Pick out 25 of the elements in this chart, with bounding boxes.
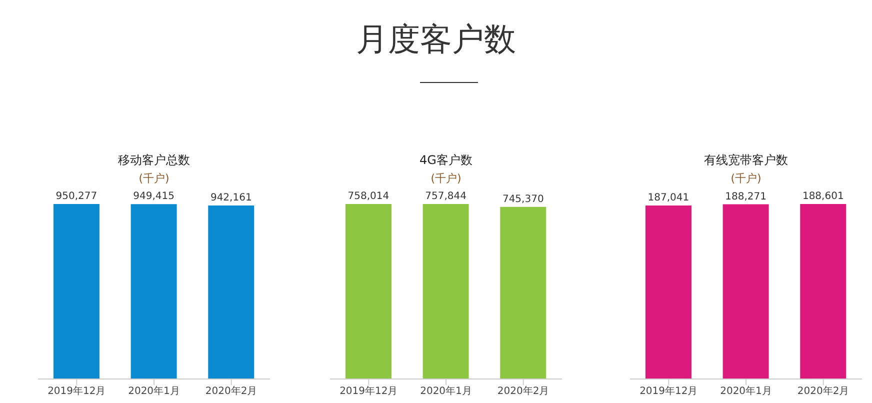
x-tick-label: 2020年1月 xyxy=(720,385,772,398)
data-label: 942,161 xyxy=(210,192,252,204)
x-tick-label: 2019年12月 xyxy=(340,385,398,398)
data-label: 949,415 xyxy=(133,191,174,202)
x-tick-label: 2020年2月 xyxy=(497,385,550,398)
chart-title: 4G客户数 xyxy=(418,152,474,169)
data-label: 188,601 xyxy=(802,191,844,202)
chart-title: 有线宽带客户数 xyxy=(703,152,789,169)
chart-subtitle: (千户) xyxy=(430,171,462,186)
data-label: 187,041 xyxy=(648,192,690,204)
data-label: 757,844 xyxy=(425,191,466,202)
chart-subtitle: (千户) xyxy=(730,171,762,186)
text: 月度客户数 xyxy=(355,19,517,60)
data-label: 188,271 xyxy=(725,191,766,202)
x-tick-label: 2019年12月 xyxy=(640,385,698,398)
x-tick-label: 2020年1月 xyxy=(128,385,180,398)
x-tick-label: 2020年2月 xyxy=(797,385,850,398)
x-tick-label: 2019年12月 xyxy=(48,385,106,398)
chart-title: 移动客户总数 xyxy=(117,152,191,169)
chart-subtitle: (千户) xyxy=(138,171,170,186)
data-label: 758,014 xyxy=(348,191,390,202)
x-tick-label: 2020年2月 xyxy=(205,385,258,398)
data-label: 950,277 xyxy=(56,191,98,202)
x-tick-label: 2020年1月 xyxy=(420,385,472,398)
data-label: 745,370 xyxy=(502,194,544,205)
